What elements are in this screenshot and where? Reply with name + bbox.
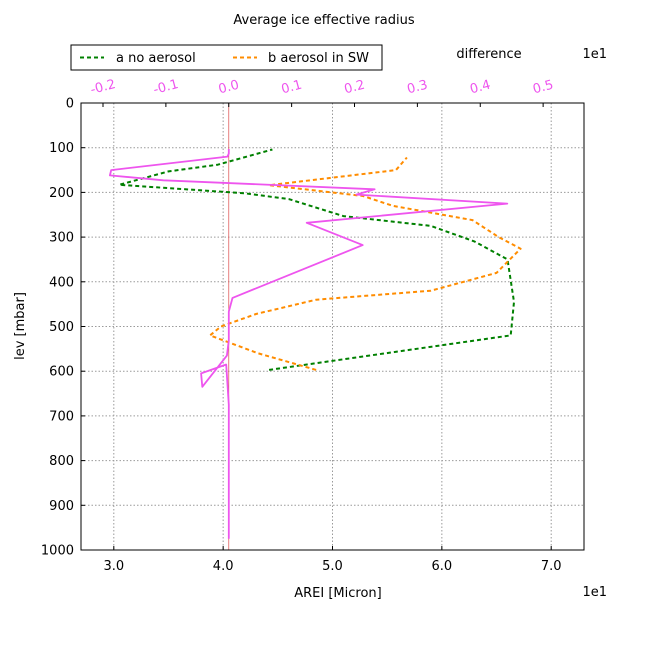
series-line-difference [109,149,509,539]
top-tick-label: -0.1 [152,77,180,98]
y-tick-label: 900 [49,499,74,514]
top-axis-title: difference [456,47,521,62]
x-axis-label: AREI [Micron] [294,586,381,601]
top-tick-label: 0.0 [217,78,241,98]
y-tick-label: 1000 [41,544,74,559]
series-layer [109,148,522,539]
top-tick-label: -0.2 [89,77,117,98]
bottom-axis-ticks: 3.0 4.0 5.0 6.0 7.0 [103,546,562,574]
x-tick-label: 6.0 [432,559,453,574]
grid [81,102,584,551]
y-tick-label: 100 [49,141,74,156]
y-tick-label: 800 [49,454,74,469]
top-tick-label: 0.2 [343,78,367,98]
x-tick-label: 3.0 [103,559,124,574]
y-tick-label: 700 [49,409,74,424]
legend-label-b: b aerosol in SW [268,51,369,66]
left-axis-ticks: 0 100 200 300 400 500 600 700 800 900 1000 [41,97,85,559]
y-axis-label: lev [mbar] [13,292,28,360]
y-tick-label: 0 [66,97,74,112]
y-tick-label: 500 [49,320,74,335]
top-axis-offset-label: 1e1 [582,47,607,62]
top-tick-label: 0.4 [468,78,492,98]
top-axis-ticks: -0.2 -0.1 0.0 0.1 0.2 0.3 0.4 0.5 [89,77,555,107]
top-tick-label: 0.1 [280,78,304,98]
x-tick-label: 5.0 [322,559,343,574]
series-line-no-aerosol [118,148,515,371]
top-tick-label: 0.5 [531,78,555,98]
chart-title: Average ice effective radius [233,13,414,28]
y-tick-label: 200 [49,186,74,201]
top-tick-label: 0.3 [406,78,430,98]
x-tick-label: 4.0 [213,559,234,574]
y-tick-label: 300 [49,231,74,246]
y-tick-label: 600 [49,365,74,380]
y-tick-label: 400 [49,275,74,290]
legend: a no aerosol b aerosol in SW [70,44,383,71]
legend-label-a: a no aerosol [116,51,196,66]
legend-box [70,44,383,71]
x-tick-label: 7.0 [541,559,562,574]
x-axis-offset-label: 1e1 [582,585,607,600]
